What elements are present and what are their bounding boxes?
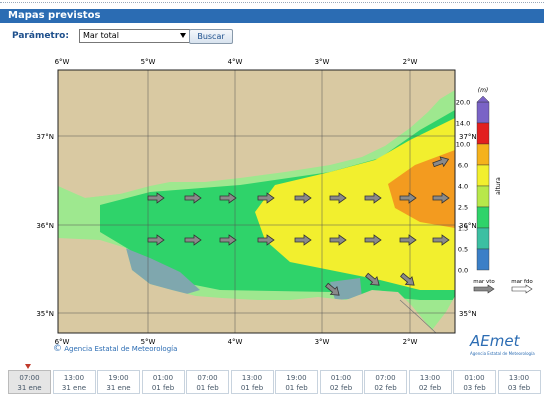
time-button[interactable]: 19:00 31 ene (97, 370, 140, 394)
time-date: 02 feb (418, 384, 442, 392)
lat-label: 37°N (459, 133, 477, 141)
lat-label: 36°N (36, 222, 54, 230)
lon-label: 5°W (141, 58, 156, 66)
top-border (0, 2, 544, 3)
time-time: 07:00 (375, 374, 396, 382)
colorbar: 20.0 14.0 10.0 6.0 4.0 2.5 1.3 0.5 0.0 (m) altura m… (456, 87, 533, 294)
colorbar-level: 1.3 (458, 225, 468, 233)
time-date: 02 feb (374, 384, 397, 392)
time-time: 07:00 (197, 374, 218, 382)
time-button[interactable]: 07:00 31 ene (8, 370, 51, 394)
logo-subtitle: Agencia Estatal de Meteorología (470, 351, 535, 356)
logo-name: AEmet (469, 332, 521, 350)
time-date: 03 feb (507, 384, 531, 392)
colorbar-level: 4.0 (458, 183, 468, 191)
graticule (58, 70, 455, 333)
header-bar: Mapas previstos (0, 9, 544, 23)
legend-label: mar fdo (511, 279, 533, 285)
lat-label: 36°N (459, 222, 477, 230)
colorbar-level: 2.5 (458, 204, 468, 212)
colorbar-band (476, 248, 490, 271)
colorbar-level: 14.0 (456, 120, 470, 128)
time-button[interactable]: 13:00 01 feb (230, 370, 274, 394)
time-date: 01 feb (151, 384, 175, 392)
time-button[interactable]: 13:00 02 feb (408, 370, 452, 394)
colorbar-band (476, 206, 490, 229)
colorbar-band (476, 185, 490, 208)
colorbar-level: 0.5 (458, 246, 468, 254)
legend-label: mar vto (473, 279, 495, 285)
time-button[interactable]: 07:00 01 feb (186, 370, 229, 394)
logo: AEmet Agencia Estatal de Meteorología (469, 332, 535, 356)
time-date: 31 ene (17, 384, 42, 392)
colorbar-band (476, 101, 490, 124)
colorbar-level: 0.0 (458, 267, 468, 275)
lon-label: 4°W (228, 58, 243, 66)
lon-label: 5°W (141, 338, 156, 346)
lon-label: 2°W (403, 58, 418, 66)
time-time: 13:00 (508, 374, 530, 382)
time-time: 19:00 (286, 374, 307, 382)
time-date: 01 feb (240, 384, 264, 392)
colorbar-unit: (m) (478, 87, 489, 94)
time-time: 01:00 (464, 374, 485, 382)
time-button[interactable]: 01:00 02 feb (319, 370, 363, 394)
map-frame (57, 69, 456, 334)
time-button[interactable]: 01:00 01 feb (141, 370, 185, 394)
colorbar-band (476, 122, 490, 145)
time-time: 13:00 (419, 374, 441, 382)
time-time: 13:00 (63, 374, 85, 382)
lon-label: 3°W (315, 338, 330, 346)
colorbar-level: 6.0 (458, 162, 468, 170)
time-date: 31 ene (61, 384, 87, 392)
lon-label: 6°W (55, 338, 70, 346)
time-date: 03 feb (463, 384, 486, 392)
lat-label: 35°N (36, 310, 54, 318)
time-date: 01 feb (285, 384, 308, 392)
time-time: 01:00 (330, 374, 352, 382)
copyright-text: Agencia Estatal de Meteorología (64, 345, 177, 353)
lat-label: 37°N (36, 133, 54, 141)
time-time: 19:00 (108, 374, 129, 382)
time-date: 31 ene (106, 384, 131, 392)
time-button[interactable]: 13:00 03 feb (497, 370, 541, 394)
time-button[interactable]: 13:00 31 ene (52, 370, 96, 394)
lon-label: 4°W (228, 338, 243, 346)
time-time: 01:00 (152, 374, 174, 382)
colorbar-band (476, 164, 490, 187)
search-button[interactable]: Buscar (189, 29, 233, 44)
lon-label: 6°W (55, 58, 70, 66)
time-button[interactable]: 19:00 01 feb (275, 370, 318, 394)
colorbar-band (476, 227, 490, 250)
time-button[interactable]: 07:00 02 feb (364, 370, 407, 394)
time-date: 01 feb (196, 384, 219, 392)
colorbar-tip (476, 95, 490, 103)
colorbar-label: altura (495, 177, 502, 195)
selected-marker (25, 364, 31, 369)
time-time: 07:00 (19, 374, 40, 382)
timeline: 07:00 31 ene 13:00 31 ene 19:00 31 ene 01:00 01… (8, 370, 544, 396)
map-area: 6°W 6°W 5°W 5°W 4°W 4°W 3°W 3°W 2°W 2°W 37°N 37°N 36… (36, 58, 535, 356)
colorbar-band (476, 143, 490, 166)
time-date: 02 feb (329, 384, 353, 392)
map-plot (58, 70, 455, 333)
header-title: Mapas previstos (8, 10, 101, 21)
legend-arrow (511, 284, 533, 294)
time-button[interactable]: 01:00 03 feb (453, 370, 496, 394)
lon-label: 2°W (403, 338, 418, 346)
colorbar-level: 10.0 (456, 141, 470, 149)
time-time: 13:00 (241, 374, 263, 382)
lat-label: 35°N (459, 310, 477, 318)
param-label: Parámetro: (12, 31, 69, 41)
legend-arrow (473, 284, 495, 294)
param-select[interactable]: Mar total (79, 29, 190, 43)
colorbar-level: 20.0 (456, 99, 470, 107)
lon-label: 3°W (315, 58, 330, 66)
copyright: © Agencia Estatal de Meteorología (53, 344, 177, 354)
